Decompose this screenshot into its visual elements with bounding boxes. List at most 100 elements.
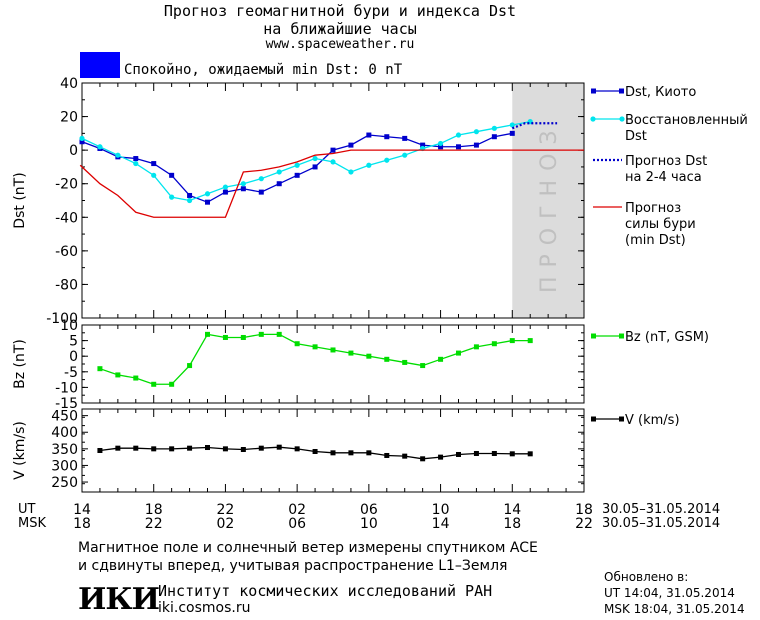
data-point [366, 450, 372, 456]
data-point [330, 159, 336, 165]
legend-label: Bz (nT, GSM) [625, 330, 709, 345]
institute-name: Институт космических исследований РАН [158, 582, 493, 600]
data-point [133, 445, 139, 451]
data-point [330, 347, 336, 353]
data-point [491, 125, 497, 131]
data-point [420, 456, 426, 462]
legend-marker [619, 333, 624, 339]
data-point [240, 447, 246, 453]
legend-marker [619, 416, 624, 422]
series-line-dst-1 [81, 120, 531, 202]
ut-date-range: 30.05–31.05.2014 [602, 502, 721, 517]
y-tick-label: -20 [55, 177, 78, 193]
data-point [133, 375, 139, 381]
y-tick-label: 350 [51, 442, 78, 458]
data-point [294, 446, 300, 452]
msk-tick-label: 02 [217, 516, 235, 532]
ut-tick-label: 18 [145, 502, 163, 518]
y-axis-label: Bz (nT) [12, 339, 28, 389]
data-point [187, 192, 193, 198]
data-point [133, 156, 139, 162]
ut-tick-label: 14 [503, 502, 521, 518]
legend-label: Dst, Киото [625, 85, 696, 100]
data-point [366, 353, 372, 359]
ut-tick-label: 02 [288, 502, 306, 518]
updated-msk: MSK 18:04, 31.05.2014 [604, 602, 745, 616]
data-point [312, 344, 318, 350]
updated-label: Обновлено в: [604, 570, 689, 584]
data-point [384, 356, 390, 362]
site-url[interactable]: www.spaceweather.ru [265, 37, 415, 52]
data-point [473, 129, 480, 135]
ut-tick-label: 06 [360, 502, 378, 518]
data-point [276, 169, 282, 175]
data-point [258, 445, 264, 451]
msk-tick-label: 22 [145, 516, 163, 532]
status-text: Спокойно, ожидаемый min Dst: 0 nT [124, 62, 403, 78]
data-point [437, 140, 444, 147]
data-point [222, 446, 228, 452]
y-tick-label: -100 [46, 311, 78, 327]
data-point [276, 331, 282, 337]
ut-axis-label: UT [18, 502, 36, 517]
data-point [151, 381, 157, 387]
data-point [115, 445, 121, 451]
data-point [240, 186, 246, 192]
y-tick-label: 5 [69, 334, 78, 350]
data-point [348, 169, 354, 175]
data-point [402, 359, 408, 365]
data-point [258, 176, 264, 182]
data-point [240, 181, 246, 187]
data-point [186, 197, 193, 204]
data-point [438, 454, 444, 460]
y-tick-label: -40 [55, 210, 78, 226]
data-point [133, 160, 139, 167]
data-point [187, 363, 193, 369]
data-point [348, 450, 354, 456]
ut-tick-label: 14 [73, 502, 91, 518]
legend-marker [590, 116, 596, 122]
institute-site[interactable]: iki.cosmos.ru [158, 600, 251, 616]
data-point [473, 450, 479, 456]
series-line-dst-3 [79, 149, 584, 218]
data-point [330, 147, 336, 153]
data-point [294, 341, 300, 347]
data-point [169, 446, 175, 452]
legend-marker [619, 116, 625, 122]
data-point [348, 142, 354, 148]
data-point [79, 135, 85, 141]
data-point [509, 338, 515, 344]
data-point [97, 448, 103, 453]
data-point [438, 144, 444, 150]
data-point [276, 181, 282, 187]
data-point [79, 139, 85, 145]
msk-axis-label: MSK [18, 516, 46, 531]
legend-label: на 2-4 часа [625, 170, 702, 185]
footer-note-line2: и сдвинуты вперед, учитывая распростране… [78, 558, 508, 574]
data-point [115, 152, 121, 158]
data-point [312, 448, 318, 454]
footer-note-line1: Магнитное поле и солнечный ветер измерен… [78, 540, 538, 556]
ut-tick-label: 22 [217, 502, 235, 518]
legend-label: Dst [625, 129, 647, 144]
data-point [456, 350, 461, 356]
data-point [151, 161, 157, 167]
data-point [420, 363, 426, 369]
data-point [420, 142, 426, 148]
data-point [491, 450, 497, 456]
y-tick-label: -80 [55, 277, 78, 293]
data-point [169, 194, 175, 200]
y-tick-label: -60 [55, 244, 78, 260]
data-point [509, 130, 515, 136]
data-point [205, 445, 210, 451]
msk-tick-label: 18 [503, 516, 521, 532]
data-point [204, 191, 211, 197]
data-point [384, 452, 390, 458]
data-point [491, 134, 497, 140]
iki-logo: ИКИ [78, 582, 160, 617]
data-point [384, 157, 390, 163]
data-point [258, 331, 264, 337]
y-tick-label: 40 [60, 76, 78, 92]
